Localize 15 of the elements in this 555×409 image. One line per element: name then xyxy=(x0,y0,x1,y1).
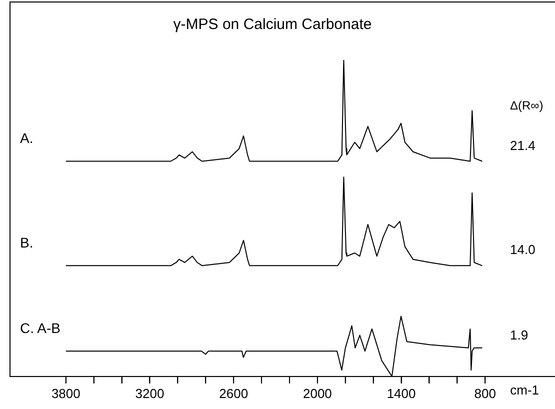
x-tick-label: 2600 xyxy=(219,386,248,401)
annotation: 1.9 xyxy=(510,328,528,343)
annotation: 21.4 xyxy=(510,138,536,153)
x-tick-label: 800 xyxy=(474,386,496,401)
text: B. xyxy=(20,234,34,251)
chart-title: γ-MPS on Calcium Carbonate xyxy=(173,16,372,34)
x-tick-label: 1400 xyxy=(386,386,416,401)
text: A. xyxy=(20,130,34,146)
x-tick-label: 3200 xyxy=(135,386,164,401)
x-tick-label: 3800 xyxy=(51,386,80,401)
x-tick-label: 2000 xyxy=(302,386,332,401)
annotation: 14.0 xyxy=(510,242,536,258)
annotation: Δ(R∞) xyxy=(510,98,544,113)
x-axis-title: cm-1 xyxy=(510,382,540,398)
series-label: C. A-B xyxy=(20,320,60,336)
